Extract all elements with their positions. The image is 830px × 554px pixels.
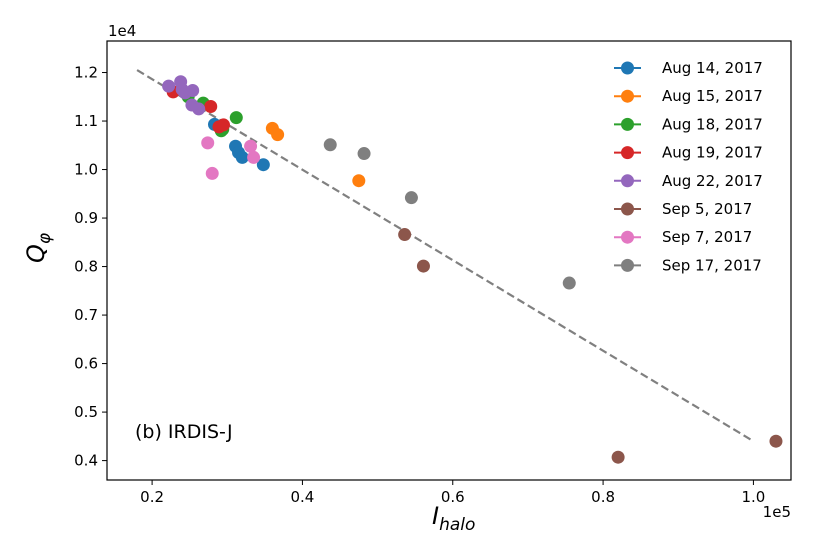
data-point-series-7-1 <box>357 147 371 161</box>
data-point-series-5-2 <box>611 450 625 464</box>
legend-label-3: Aug 19, 2017 <box>662 144 763 162</box>
data-point-series-6-3 <box>247 150 261 164</box>
legend-label-1: Aug 15, 2017 <box>662 87 763 105</box>
data-point-series-7-3 <box>562 276 576 290</box>
data-point-series-3-1 <box>204 99 218 113</box>
x-axis-label-main: I <box>432 502 439 530</box>
x-axis-ticks: 0.2 0.4 0.6 0.8 1.0 <box>140 480 765 506</box>
legend-marker-7 <box>621 258 634 272</box>
y-axis-label-main: Q <box>22 244 50 263</box>
data-point-series-5-3 <box>769 434 783 448</box>
y-tick-label: 0.4 <box>74 452 98 470</box>
y-tick-label: 1.2 <box>74 64 98 82</box>
data-point-series-1-2 <box>352 174 366 188</box>
y-tick-label: 0.6 <box>74 355 98 373</box>
data-point-series-5-0 <box>398 228 412 242</box>
data-point-series-3-3 <box>217 118 231 132</box>
legend-label-4: Aug 22, 2017 <box>662 172 763 190</box>
data-point-series-6-1 <box>205 166 219 180</box>
legend-label-7: Sep 17, 2017 <box>662 256 762 274</box>
y-axis-ticks: 0.4 0.5 0.6 0.7 0.8 0.9 1.0 1.1 1.2 <box>74 64 107 470</box>
legend: Aug 14, 2017 Aug 15, 2017 Aug 18, 2017 Aug … <box>614 59 763 274</box>
data-point-series-7-0 <box>323 138 337 152</box>
data-point-series-0-3 <box>235 150 249 164</box>
data-point-series-4-6 <box>192 102 206 116</box>
legend-marker-2 <box>621 117 634 131</box>
legend-label-0: Aug 14, 2017 <box>662 59 763 77</box>
y-tick-label: 0.9 <box>74 209 98 227</box>
x-tick-label: 1.0 <box>741 488 765 506</box>
x-axis-multiplier: 1e5 <box>763 503 791 521</box>
y-axis-label-group: Qφ <box>22 232 55 263</box>
data-point-series-0-4 <box>256 158 270 172</box>
legend-marker-0 <box>621 61 634 75</box>
data-point-series-4-4 <box>186 83 200 97</box>
y-tick-label: 1.1 <box>74 112 98 130</box>
x-tick-label: 0.6 <box>441 488 465 506</box>
legend-marker-1 <box>621 89 634 103</box>
y-axis-multiplier: 1e4 <box>108 22 136 40</box>
data-point-series-5-1 <box>416 259 430 273</box>
legend-marker-6 <box>621 230 634 244</box>
legend-marker-3 <box>621 146 634 160</box>
data-point-series-1-1 <box>271 128 285 142</box>
x-tick-label: 0.8 <box>591 488 615 506</box>
x-axis-label-sub: halo <box>439 515 475 535</box>
data-point-series-6-0 <box>201 136 215 150</box>
x-axis-label: Ihalo <box>432 502 475 535</box>
data-point-series-4-0 <box>162 79 176 93</box>
y-tick-label: 1.0 <box>74 161 98 179</box>
legend-marker-5 <box>621 202 634 216</box>
data-point-series-7-2 <box>404 191 418 205</box>
legend-label-2: Aug 18, 2017 <box>662 115 763 133</box>
data-point-series-2-4 <box>229 111 243 125</box>
y-tick-label: 0.8 <box>74 258 98 276</box>
plot-area-frame <box>106 40 792 481</box>
y-tick-label: 0.7 <box>74 306 98 324</box>
x-tick-label: 0.4 <box>290 488 314 506</box>
panel-annotation: (b) IRDIS-J <box>135 421 233 443</box>
legend-marker-4 <box>621 174 634 188</box>
legend-label-6: Sep 7, 2017 <box>662 228 752 246</box>
legend-label-5: Sep 5, 2017 <box>662 200 752 218</box>
y-axis-label-sub: φ <box>35 232 55 244</box>
y-axis-label: Qφ <box>22 232 55 263</box>
x-tick-label: 0.2 <box>140 488 164 506</box>
data-points-layer <box>162 75 783 464</box>
y-tick-label: 0.5 <box>74 403 98 421</box>
data-point-series-6-2 <box>244 139 258 153</box>
